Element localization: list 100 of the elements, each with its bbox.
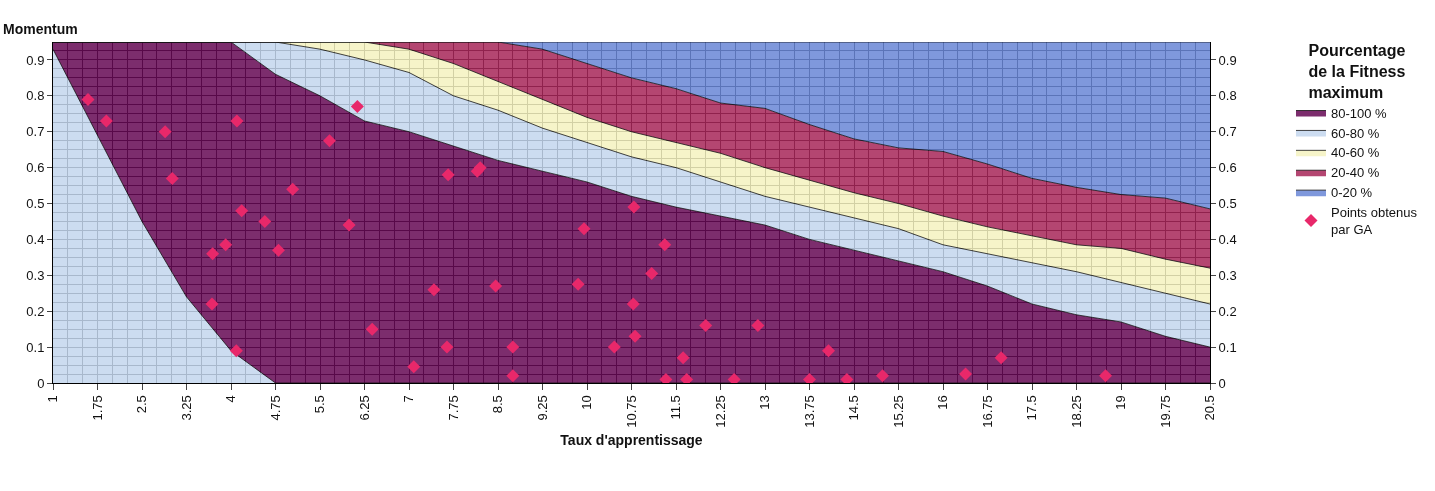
point xyxy=(286,182,300,196)
legend-label: 20-40 % xyxy=(1330,165,1380,181)
x-tick-label: 7.75 xyxy=(445,395,461,421)
y2-tick-label: 0.9 xyxy=(1218,52,1237,68)
point xyxy=(821,344,835,358)
x-tick-label: 13.75 xyxy=(801,395,817,428)
point xyxy=(427,283,441,297)
point xyxy=(803,372,816,383)
x-tick-label: 18.25 xyxy=(1068,395,1084,428)
point xyxy=(875,369,889,383)
y2-tick-label: 0.3 xyxy=(1218,267,1237,283)
point xyxy=(676,351,690,365)
point xyxy=(205,297,219,311)
point xyxy=(165,171,179,185)
x-tick-label: 6.25 xyxy=(356,395,372,421)
point xyxy=(258,214,272,228)
y-tick-label: 0.5 xyxy=(26,196,45,212)
x-tick-label: 20.5 xyxy=(1202,395,1218,421)
point xyxy=(626,297,640,311)
point xyxy=(365,322,379,336)
y-tick-label: 0.4 xyxy=(26,231,45,247)
x-tick-label: 2.5 xyxy=(134,395,150,414)
point xyxy=(235,204,249,218)
x-tick-label: 16 xyxy=(935,395,951,410)
point xyxy=(607,340,621,354)
x-tick-label: 3.25 xyxy=(178,395,194,421)
point xyxy=(751,319,765,333)
x-tick-label: 5.5 xyxy=(312,395,328,414)
x-tick-label: 11.5 xyxy=(668,395,684,420)
legend-label: 0-20 % xyxy=(1330,185,1373,201)
y2-tick-label: 0.2 xyxy=(1218,303,1237,319)
point xyxy=(628,329,642,343)
point xyxy=(350,100,364,114)
point xyxy=(577,222,591,236)
y2-tick-label: 0.4 xyxy=(1218,231,1237,247)
y2-tick-label: 0.7 xyxy=(1218,124,1237,140)
legend-title: Pourcentage de la Fitness maximum xyxy=(1308,41,1406,101)
point xyxy=(271,243,285,257)
point xyxy=(229,344,243,358)
y-tick-label: 0.9 xyxy=(26,52,45,68)
x-tick-label: 15.25 xyxy=(890,395,906,428)
x-tick-label: 4.75 xyxy=(267,395,283,421)
x-tick-label: 9.25 xyxy=(534,395,550,421)
y2-tick-label: 0.8 xyxy=(1218,88,1237,104)
x-axis-title: Taux d'apprentissage xyxy=(560,432,703,449)
x-tick-label: 16.75 xyxy=(979,395,995,428)
legend-label: 80-100 % xyxy=(1330,105,1388,121)
point xyxy=(1099,369,1113,383)
y2-tick-label: 0.1 xyxy=(1218,339,1237,355)
x-tick-label: 4 xyxy=(223,395,239,403)
x-tick-label: 1.75 xyxy=(89,395,105,421)
point xyxy=(407,360,421,374)
point xyxy=(959,367,973,381)
x-tick-label: 19 xyxy=(1113,395,1129,410)
y-tick-label: 0.8 xyxy=(26,88,45,104)
x-tick-label: 13 xyxy=(757,395,773,410)
x-tick-label: 10 xyxy=(579,395,595,410)
x-tick-label: 10.75 xyxy=(623,395,639,428)
point xyxy=(994,351,1008,365)
point xyxy=(699,319,713,333)
y-axis-title: Momentum xyxy=(3,21,78,37)
point xyxy=(627,200,641,214)
point xyxy=(659,372,673,383)
point xyxy=(645,267,659,281)
point xyxy=(322,134,336,148)
point xyxy=(441,168,455,182)
x-tick-label: 14.5 xyxy=(846,395,862,421)
point xyxy=(158,125,172,139)
point xyxy=(99,114,113,128)
x-tick-label: 17.5 xyxy=(1024,395,1040,421)
x-tick-label: 8.5 xyxy=(490,395,506,414)
legend-label: 40-60 % xyxy=(1330,145,1380,161)
y-tick-label: 0.2 xyxy=(26,303,45,319)
point xyxy=(658,238,672,252)
point xyxy=(680,372,694,383)
point xyxy=(81,92,95,106)
point xyxy=(727,372,741,383)
y-tick-label: 0.3 xyxy=(26,267,45,283)
point xyxy=(219,238,233,252)
point xyxy=(206,247,220,261)
y-tick-label: 0.6 xyxy=(26,160,45,176)
y2-tick-label: 0.5 xyxy=(1218,196,1237,212)
x-tick-label: 19.75 xyxy=(1157,395,1173,428)
y-tick-label: 0 xyxy=(37,375,45,391)
legend-label: 60-80 % xyxy=(1330,125,1380,141)
point xyxy=(571,277,585,291)
x-tick-label: 1 xyxy=(45,395,61,403)
point xyxy=(506,340,520,354)
y2-tick-label: 0 xyxy=(1218,375,1226,391)
y-tick-label: 0.7 xyxy=(26,124,45,140)
point xyxy=(506,369,520,383)
y2-tick-label: 0.6 xyxy=(1218,160,1237,176)
x-tick-label: 7 xyxy=(401,395,417,403)
y-tick-label: 0.1 xyxy=(26,339,45,355)
point xyxy=(440,340,454,354)
x-tick-label: 12.25 xyxy=(712,395,728,428)
point xyxy=(230,114,244,128)
legend-label: Points obtenus par GA xyxy=(1330,205,1418,237)
point xyxy=(489,279,503,293)
point xyxy=(840,372,854,383)
